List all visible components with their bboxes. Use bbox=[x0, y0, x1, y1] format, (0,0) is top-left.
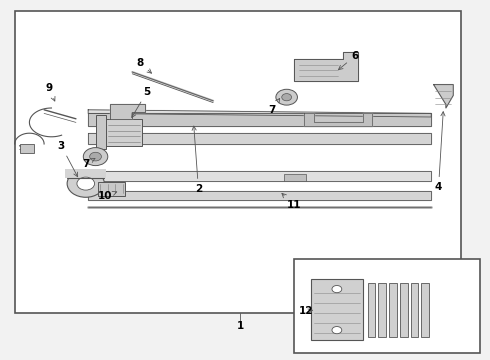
Polygon shape bbox=[110, 104, 145, 119]
Bar bbox=[294, 259, 480, 353]
Polygon shape bbox=[434, 85, 453, 108]
Bar bbox=[389, 283, 397, 337]
Text: 8: 8 bbox=[136, 58, 151, 73]
Polygon shape bbox=[88, 171, 431, 181]
Bar bbox=[400, 283, 408, 337]
Polygon shape bbox=[304, 113, 372, 126]
Bar bbox=[98, 182, 125, 196]
Polygon shape bbox=[88, 191, 431, 200]
Bar bbox=[15, 11, 461, 313]
Bar bbox=[368, 283, 375, 337]
Text: 3: 3 bbox=[58, 141, 77, 177]
Bar bbox=[378, 283, 386, 337]
Polygon shape bbox=[88, 113, 431, 126]
Text: 7: 7 bbox=[268, 99, 280, 115]
Text: 11: 11 bbox=[282, 193, 301, 210]
Polygon shape bbox=[88, 110, 431, 117]
Bar bbox=[284, 174, 306, 181]
Text: 1: 1 bbox=[237, 321, 244, 331]
Circle shape bbox=[67, 170, 104, 197]
Text: 12: 12 bbox=[299, 306, 314, 316]
Bar bbox=[311, 279, 363, 340]
Bar bbox=[20, 144, 34, 153]
Text: 4: 4 bbox=[435, 112, 445, 192]
Circle shape bbox=[77, 177, 95, 190]
Circle shape bbox=[83, 148, 108, 166]
Bar bbox=[65, 169, 106, 178]
Text: 9: 9 bbox=[46, 83, 55, 101]
Polygon shape bbox=[294, 52, 358, 81]
Text: 7: 7 bbox=[82, 158, 95, 169]
Circle shape bbox=[332, 327, 342, 334]
Circle shape bbox=[282, 94, 292, 101]
Text: 6: 6 bbox=[339, 51, 359, 69]
Text: 2: 2 bbox=[192, 126, 202, 194]
Polygon shape bbox=[88, 133, 431, 144]
Circle shape bbox=[332, 285, 342, 293]
Bar bbox=[421, 283, 429, 337]
Circle shape bbox=[276, 89, 297, 105]
Text: 10: 10 bbox=[98, 191, 117, 201]
Bar bbox=[411, 283, 418, 337]
Circle shape bbox=[90, 152, 101, 161]
Text: 5: 5 bbox=[132, 87, 150, 117]
Bar bbox=[96, 115, 106, 149]
Bar bbox=[105, 119, 142, 146]
